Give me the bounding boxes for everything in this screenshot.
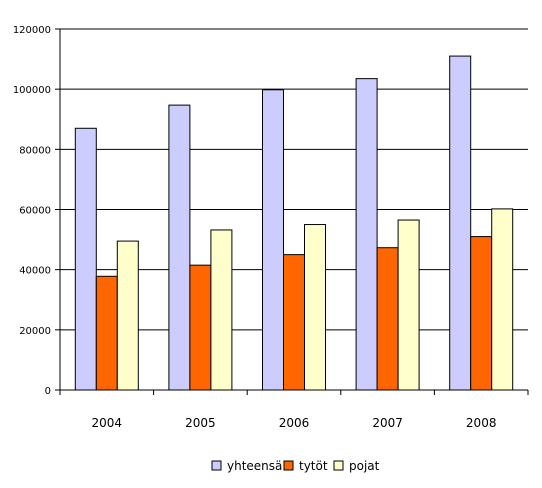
x-category-label: 2006 xyxy=(279,416,310,430)
legend-swatch-yhteensä xyxy=(211,460,222,471)
legend-label: pojat xyxy=(349,459,380,473)
legend-label: yhteensä xyxy=(227,459,282,473)
bar-tytöt-2006 xyxy=(283,254,305,391)
x-category-labels: 2004 2005 2006 2007 2008 xyxy=(92,416,497,430)
y-tick-label: 20000 xyxy=(19,326,51,337)
bar-tytöt-2005 xyxy=(189,264,212,391)
x-category-label: 2007 xyxy=(372,416,403,430)
bar-pojat-2005 xyxy=(210,229,233,391)
x-category-label: 2008 xyxy=(466,416,497,430)
bar-tytöt-2007 xyxy=(376,247,399,391)
y-tick-label: 80000 xyxy=(19,145,51,156)
axes xyxy=(55,28,529,395)
bar-pojat-2007 xyxy=(397,219,420,391)
y-tick-label: 120000 xyxy=(13,25,51,36)
bar-pojat-2008 xyxy=(491,208,514,391)
y-tick-label: 0 xyxy=(45,386,51,397)
bar-yhteensä-2004 xyxy=(74,127,97,391)
x-category-label: 2005 xyxy=(185,416,216,430)
bars xyxy=(74,55,514,391)
bar-pojat-2004 xyxy=(116,240,139,391)
y-tick-label: 100000 xyxy=(13,85,51,96)
bar-yhteensä-2006 xyxy=(262,89,284,391)
y-tick-label: 40000 xyxy=(19,266,51,277)
y-tick-label: 60000 xyxy=(19,206,51,217)
legend-swatch-pojat xyxy=(333,460,344,471)
bar-tytöt-2004 xyxy=(95,275,118,391)
bar-yhteensä-2008 xyxy=(449,55,472,391)
legend-swatch-tytöt xyxy=(283,460,294,471)
legend-label: tytöt xyxy=(299,459,328,473)
bar-yhteensä-2005 xyxy=(168,104,191,391)
bar-yhteensä-2007 xyxy=(355,78,378,391)
legend: yhteensä tytöt pojat xyxy=(211,459,380,473)
y-tick-labels: 0 20000 40000 60000 80000 100000 120000 xyxy=(13,25,51,397)
bar-pojat-2006 xyxy=(304,224,326,391)
bar-tytöt-2008 xyxy=(470,236,493,391)
x-category-label: 2004 xyxy=(92,416,123,430)
